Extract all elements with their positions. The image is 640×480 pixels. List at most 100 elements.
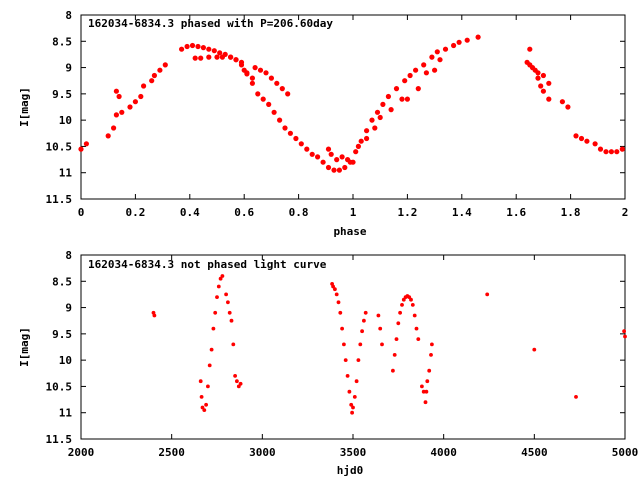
data-point [584,138,590,144]
data-point [157,67,163,73]
data-point [364,128,370,134]
data-point [535,70,541,76]
data-point [339,154,345,160]
data-point [350,159,356,165]
data-point [393,86,400,92]
data-point [622,329,626,334]
data-point [162,62,168,68]
data-point [229,318,234,323]
data-point [378,326,383,331]
data-point [285,91,291,97]
data-point [325,146,332,152]
data-point [623,334,627,339]
data-point [260,96,266,102]
x-tick-label: 2500 [158,446,185,459]
y-tick-label: 10 [59,114,72,127]
data-point [224,292,229,297]
data-point [192,55,198,61]
data-point [298,141,304,147]
data-point [527,46,533,52]
x-tick-label: 4000 [430,446,457,459]
data-point [413,67,419,73]
x-tick-label: 1.2 [397,206,417,219]
data-point [340,326,344,331]
data-point [218,276,223,281]
y-axis-title: I[mag] [18,327,31,367]
data-point [352,395,357,399]
data-point [372,125,378,131]
data-point [238,381,243,386]
data-point [608,149,615,155]
data-point [430,342,434,347]
data-point [347,389,352,394]
data-point [434,49,440,55]
phased-chart: 162034-6834.3 phased with P=206.60day ph… [18,9,628,238]
data-point [233,57,239,63]
data-point [320,159,326,165]
data-point [427,368,432,373]
data-point [132,99,138,105]
data-point [228,54,234,60]
data-point [360,329,364,334]
data-point [328,151,334,157]
y-tick-label: 11 [59,407,73,420]
data-point [200,45,206,51]
data-point [233,374,238,378]
data-point [369,117,375,123]
data-point [349,402,354,407]
chart-title: 162034-6834.3 phased with P=206.60day [88,17,333,30]
data-point [282,125,288,131]
data-point [354,379,359,384]
data-point [391,368,395,373]
data-point [333,287,337,292]
x-tick-label: 0.6 [234,206,254,219]
data-point [215,295,219,299]
data-point [113,112,119,118]
x-tick-label: 3500 [340,446,367,459]
chart-title: 162034-6834.3 not phased light curve [88,258,327,271]
data-point [485,292,490,297]
data-point [464,37,470,43]
data-point [592,141,598,147]
data-point [206,54,212,60]
data-point [420,384,424,389]
x-axis-title: phase [333,225,366,238]
data-point [603,149,609,155]
data-point [287,130,293,136]
data-point [266,101,272,107]
data-point [410,303,415,307]
data-point [358,138,364,144]
data-point [437,57,443,63]
data-point [374,109,381,115]
data-point [362,318,366,323]
data-point [573,133,579,139]
x-tick-label: 5000 [612,446,639,459]
data-point [213,310,218,315]
data-point [424,389,429,394]
data-point [343,358,348,362]
data-point [432,67,438,73]
y-tick-label: 10 [59,354,72,367]
data-point [425,379,430,384]
data-point [456,39,462,45]
y-tick-label: 8.5 [52,275,72,288]
data-point [184,43,190,50]
data-point [334,292,339,297]
data-point [334,157,340,163]
y-tick-label: 8 [65,249,72,262]
data-point [475,34,481,40]
data-point [211,326,216,331]
data-point [597,146,604,152]
data-point [338,310,343,315]
data-point [336,300,341,305]
data-point [546,80,552,86]
data-point [423,400,428,405]
data-point [116,93,122,100]
data-point [409,297,413,302]
x-tick-label: 1.6 [506,206,526,219]
data-point [380,342,384,347]
x-tick-label: 0.2 [125,206,145,219]
data-point [398,310,402,315]
data-point [619,146,625,152]
data-point [423,70,429,76]
